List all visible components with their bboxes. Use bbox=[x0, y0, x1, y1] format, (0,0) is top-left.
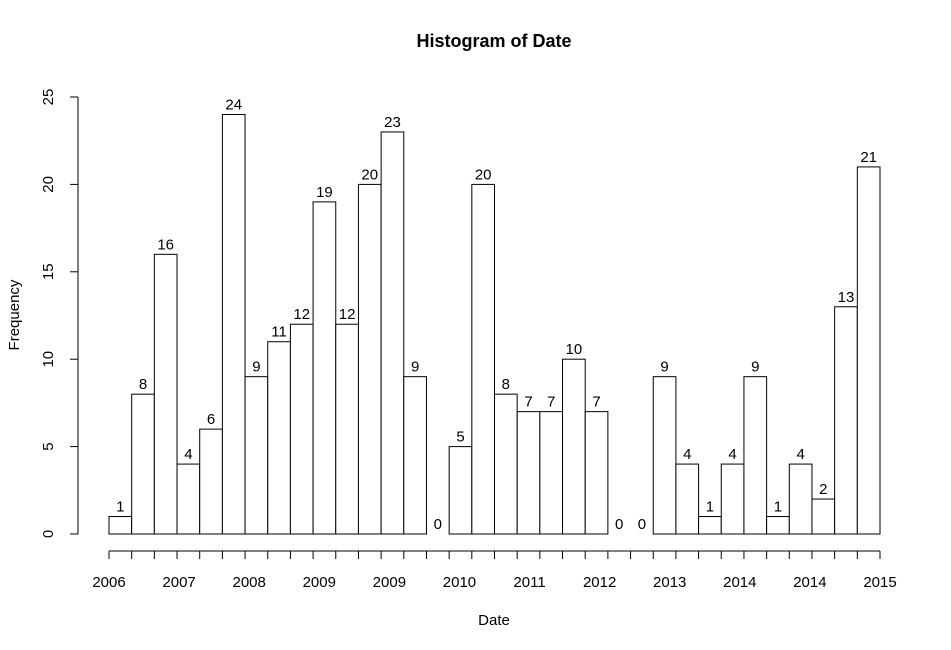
y-tick-label: 5 bbox=[40, 442, 57, 450]
histogram-bar bbox=[312, 201, 337, 535]
x-tick-label: 2009 bbox=[303, 574, 336, 591]
x-tick-label: 2010 bbox=[443, 574, 476, 591]
y-tick-label: 0 bbox=[40, 530, 57, 538]
bar-count-label: 19 bbox=[316, 184, 333, 201]
bar-count-label: 23 bbox=[384, 114, 401, 131]
y-tick-label: 25 bbox=[40, 89, 57, 106]
histogram-bar bbox=[811, 498, 836, 535]
histogram-bar bbox=[131, 393, 155, 535]
x-tick-label: 2007 bbox=[162, 574, 195, 591]
histogram-bar bbox=[856, 166, 881, 535]
histogram-bar bbox=[289, 323, 314, 535]
histogram-bar bbox=[357, 183, 382, 535]
bar-count-label: 16 bbox=[157, 236, 174, 253]
histogram-bar bbox=[743, 376, 768, 535]
bar-count-label: 4 bbox=[184, 446, 192, 463]
histogram-bar bbox=[448, 446, 473, 535]
y-axis: 0 5 10 15 20 25 bbox=[40, 89, 79, 538]
histogram-bar bbox=[176, 463, 201, 535]
bar-count-label: 2 bbox=[819, 481, 827, 498]
x-axis-label: Date bbox=[478, 612, 510, 629]
bar-count-label: 12 bbox=[339, 306, 356, 323]
bar-count-label: 7 bbox=[547, 394, 555, 411]
histogram-bar bbox=[108, 516, 133, 535]
bar-count-label: 7 bbox=[592, 394, 600, 411]
bar-count-label: 9 bbox=[751, 359, 759, 376]
bar-count-label: 5 bbox=[456, 429, 464, 446]
bar-count-label: 4 bbox=[796, 446, 804, 463]
x-tick-label: 2011 bbox=[513, 574, 545, 591]
histogram-bar bbox=[584, 411, 609, 535]
x-tick-label: 2013 bbox=[653, 574, 686, 591]
histogram-bar bbox=[766, 516, 790, 535]
histogram-bar bbox=[539, 411, 564, 535]
x-tick-label: 2012 bbox=[583, 574, 616, 591]
y-axis-label: Frequency bbox=[6, 279, 23, 350]
bar-count-label: 9 bbox=[252, 359, 260, 376]
histogram-bar bbox=[652, 376, 677, 535]
bar-count-label: 0 bbox=[615, 516, 623, 533]
histogram-bar bbox=[788, 463, 813, 535]
histogram-bar bbox=[403, 376, 427, 535]
bar-count-label: 8 bbox=[139, 376, 147, 393]
bar-count-label: 9 bbox=[411, 359, 419, 376]
histogram-bar bbox=[267, 341, 291, 535]
bar-count-label: 20 bbox=[361, 166, 378, 183]
bar-count-label: 7 bbox=[524, 394, 532, 411]
x-tick-label: 2014 bbox=[723, 574, 756, 591]
x-tick-label: 2014 bbox=[793, 574, 826, 591]
histogram-bar bbox=[562, 358, 586, 535]
y-tick-label: 10 bbox=[40, 351, 57, 368]
histogram-bar bbox=[380, 131, 405, 535]
bar-count-label: 11 bbox=[271, 324, 287, 341]
bar-count-label: 8 bbox=[502, 376, 510, 393]
x-axis: 2006 2007 2008 2009 2009 2010 2011 2012 2013 2014… bbox=[92, 550, 897, 591]
bar-count-label: 21 bbox=[860, 149, 877, 166]
histogram-bar bbox=[244, 376, 269, 535]
chart-title: Histogram of Date bbox=[416, 31, 571, 51]
histogram-bar bbox=[720, 463, 745, 535]
x-tick-label: 2009 bbox=[373, 574, 406, 591]
histogram-bar bbox=[221, 113, 246, 535]
x-tick-label: 2008 bbox=[232, 574, 265, 591]
bar-count-label: 12 bbox=[293, 306, 310, 323]
histogram-bar bbox=[834, 306, 858, 535]
histogram-bar bbox=[199, 428, 223, 535]
y-tick-label: 15 bbox=[40, 263, 57, 280]
bar-count-label: 4 bbox=[683, 446, 691, 463]
x-tick-label: 2015 bbox=[863, 574, 896, 591]
bars bbox=[108, 113, 881, 535]
histogram-bar bbox=[471, 183, 495, 535]
histogram-bar bbox=[335, 323, 359, 535]
bar-count-label: 10 bbox=[566, 341, 583, 358]
bar-count-label: 24 bbox=[225, 96, 242, 113]
y-tick-label: 20 bbox=[40, 176, 57, 193]
histogram-bar bbox=[516, 411, 541, 535]
bar-count-label: 0 bbox=[638, 516, 646, 533]
bar-count-label: 1 bbox=[116, 499, 124, 516]
histogram-bar bbox=[153, 253, 178, 535]
bar-count-label: 6 bbox=[207, 411, 215, 428]
x-tick-label: 2006 bbox=[92, 574, 125, 591]
histogram-bar bbox=[675, 463, 700, 535]
histogram-bar bbox=[494, 393, 518, 535]
bar-count-label: 1 bbox=[774, 499, 782, 516]
bar-count-label: 9 bbox=[660, 359, 668, 376]
bar-count-label: 0 bbox=[434, 516, 442, 533]
bar-count-label: 13 bbox=[838, 289, 855, 306]
bar-count-label: 4 bbox=[728, 446, 736, 463]
bar-count-label: 1 bbox=[706, 499, 714, 516]
bar-count-label: 20 bbox=[475, 166, 492, 183]
histogram-bar bbox=[698, 516, 722, 535]
